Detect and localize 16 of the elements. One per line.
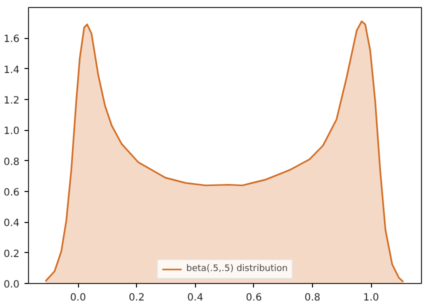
y-tick-label: 0.6: [4, 188, 20, 198]
y-tick-label: 1.4: [4, 64, 20, 76]
legend-label: beta(.5,.5) distribution: [186, 264, 288, 274]
y-tick-label: 0.2: [4, 248, 20, 260]
x-tick-label: 1.0: [363, 292, 380, 303]
x-tick-label: 0.6: [246, 292, 262, 303]
x-tick-label: 0.2: [128, 292, 145, 303]
y-tick-label: 1.6: [4, 34, 20, 46]
y-tick-label: 1.0: [4, 126, 20, 138]
x-tick-label: 0.4: [187, 292, 204, 303]
y-tick-label: 0.4: [4, 218, 20, 230]
x-tick-label: 0.0: [70, 292, 86, 303]
y-tick-label: 0.0: [4, 280, 20, 290]
y-tick-label: 1.2: [4, 96, 20, 106]
x-tick-label: 0.8: [304, 292, 320, 303]
y-tick-label: 0.8: [4, 156, 20, 168]
